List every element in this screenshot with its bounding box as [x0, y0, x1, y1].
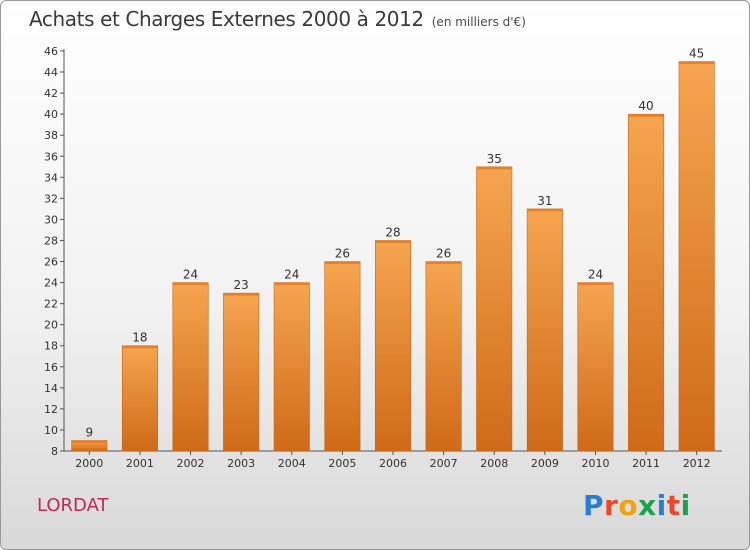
bar: [526, 208, 563, 452]
y-tick-label: 22: [44, 298, 58, 311]
bar-top-edge: [122, 345, 158, 349]
y-tick-label: 8: [51, 445, 58, 458]
data-label: 26: [335, 247, 350, 261]
data-label: 9: [85, 425, 93, 439]
logo-letter: x: [638, 489, 657, 522]
x-tick-label: 2004: [278, 457, 306, 470]
data-label: 24: [183, 268, 198, 282]
y-tick-label: 34: [44, 171, 58, 184]
bar: [425, 261, 462, 452]
bar-top-edge: [628, 114, 664, 117]
bar: [121, 345, 158, 452]
y-tick-label: 36: [44, 150, 58, 163]
bar: [374, 240, 412, 452]
x-tick-label: 2009: [531, 457, 559, 470]
y-tick-label: 26: [44, 256, 58, 269]
y-tick-label: 10: [44, 424, 58, 437]
data-label: 45: [689, 47, 704, 61]
y-tick-label: 20: [44, 319, 58, 332]
data-label: 23: [234, 278, 249, 292]
logo-letter: P: [583, 489, 605, 522]
x-tick-label: 2001: [126, 457, 154, 470]
bar-top-edge: [678, 61, 715, 65]
data-label: 26: [436, 247, 451, 261]
bar: [172, 282, 209, 452]
bar-top-edge: [223, 293, 259, 296]
chart-unit: (en milliers d'€): [431, 15, 526, 29]
x-tick-label: 2011: [632, 457, 660, 470]
bar-top-edge: [71, 440, 108, 443]
bar-top-edge: [425, 261, 462, 265]
data-label: 35: [487, 152, 502, 166]
bar: [324, 261, 361, 452]
logo-letter: i: [680, 489, 691, 522]
x-tick-label: 2008: [480, 457, 508, 470]
y-tick-label: 44: [44, 66, 58, 79]
y-tick-label: 18: [44, 340, 58, 353]
bar-top-edge: [172, 282, 209, 286]
data-label: 24: [588, 268, 603, 282]
bar: [678, 61, 715, 452]
bar-top-edge: [375, 240, 411, 243]
y-tick-label: 28: [44, 234, 58, 247]
x-tick-label: 2010: [581, 457, 609, 470]
x-tick-label: 2003: [227, 457, 255, 470]
y-tick-label: 30: [44, 213, 58, 226]
y-tick-label: 24: [44, 277, 58, 290]
data-label: 18: [132, 331, 147, 345]
proxiti-logo: Proxiti: [583, 489, 691, 522]
bar: [223, 292, 260, 452]
bar: [273, 282, 310, 452]
bar-top-edge: [527, 208, 563, 212]
logo-letter: i: [656, 489, 667, 522]
bar: [577, 282, 614, 452]
x-tick-label: 2007: [430, 457, 458, 470]
x-tick-label: 2012: [683, 457, 711, 470]
y-tick-label: 46: [44, 45, 58, 58]
bar-top-edge: [476, 166, 512, 170]
data-label: 40: [638, 99, 653, 113]
bar: [628, 113, 665, 452]
chart-title: Achats et Charges Externes 2000 à 2012 (e…: [29, 7, 526, 31]
bar-top-edge: [274, 282, 310, 286]
data-label: 28: [385, 225, 400, 239]
logo-letter: t: [666, 489, 681, 522]
x-tick-label: 2000: [75, 457, 103, 470]
logo-letter: r: [604, 489, 619, 522]
logo-letter: o: [618, 489, 639, 522]
y-tick-label: 38: [44, 129, 58, 142]
y-tick-label: 40: [44, 108, 58, 121]
y-tick-label: 16: [44, 361, 58, 374]
chart-title-text: Achats et Charges Externes 2000 à 2012: [29, 7, 424, 31]
y-tick-label: 32: [44, 192, 58, 205]
bar-top-edge: [324, 261, 361, 265]
bar: [476, 166, 513, 452]
y-tick-label: 12: [44, 403, 58, 416]
data-label: 31: [537, 194, 552, 208]
data-label: 24: [284, 268, 299, 282]
place-name: LORDAT: [37, 495, 109, 516]
y-tick-label: 42: [44, 87, 58, 100]
bar-top-edge: [577, 282, 614, 286]
y-tick-label: 14: [44, 382, 58, 395]
x-tick-label: 2006: [379, 457, 407, 470]
x-tick-label: 2002: [177, 457, 205, 470]
x-tick-label: 2005: [328, 457, 356, 470]
